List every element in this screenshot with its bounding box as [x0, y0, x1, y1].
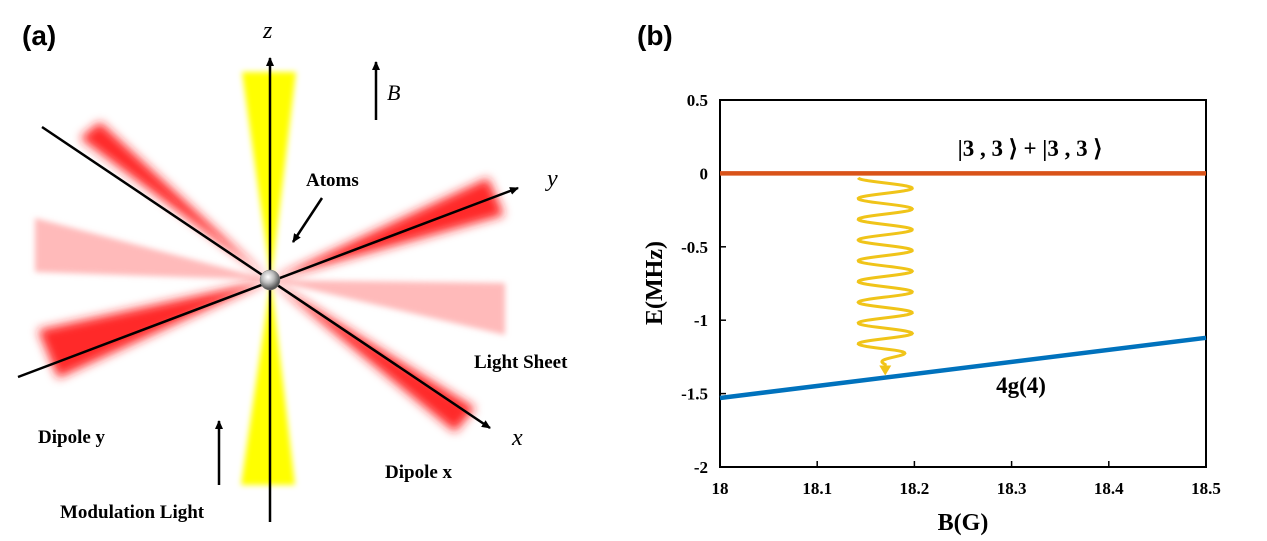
x-tick-label: 18.5: [1191, 479, 1221, 498]
upper-state-label: |3 , 3 ⟩ + |3 , 3 ⟩: [958, 136, 1103, 161]
light-sheet-beam: [35, 218, 505, 335]
modulation-label: Modulation Light: [60, 502, 205, 523]
panel-a: (a) z y x B Atom: [17, 18, 568, 523]
x-ticks: 18 18.1 18.2 18.3 18.4 18.5: [712, 461, 1221, 498]
y-tick-label: -1.5: [681, 385, 708, 404]
dipole-x-beam: [80, 122, 475, 432]
y-tick-label: -2: [694, 458, 708, 477]
energy-chart: 0.5 0 -0.5 -1 -1.5 -2 18 18.1 18.2 18.3 18.4 18.5: [681, 91, 1221, 498]
y-axis-title: E(MHz): [642, 241, 668, 325]
panel-b: (b) 0.50-0.5-1-1.5-2 18 18.1 18.2 18.3 18.4 1…: [637, 20, 1221, 536]
series-lines: [719, 171, 1207, 401]
y-axis-label: y: [545, 166, 558, 192]
y-tick-label: 0.5: [687, 91, 708, 110]
y-ticks: 0.5 0 -0.5 -1 -1.5 -2: [681, 91, 726, 477]
z-axis-label: z: [262, 18, 273, 44]
atoms-pointer-arrow: [291, 197, 324, 243]
y-tick-label: 0: [700, 164, 709, 183]
atom-cloud: [259, 269, 281, 291]
b-field-label: B: [387, 80, 400, 105]
x-axis-title: B(G): [938, 510, 989, 536]
y-tick-label: -0.5: [681, 238, 708, 257]
lower-state-label: 4g(4): [996, 373, 1046, 398]
plot-frame: [719, 99, 1207, 468]
panel-b-label: (b): [637, 20, 673, 51]
panel-a-label: (a): [22, 20, 56, 51]
x-axis-label: x: [511, 425, 523, 451]
y-tick-label: -1: [694, 311, 708, 330]
transition-wavy-arrow: [856, 176, 915, 369]
x-tick-label: 18.3: [997, 479, 1027, 498]
light-sheet-label: Light Sheet: [474, 352, 568, 373]
x-tick-label: 18: [712, 479, 729, 498]
x-tick-label: 18.2: [900, 479, 930, 498]
series-line-1: [719, 335, 1207, 401]
atoms-label: Atoms: [306, 170, 359, 191]
dipole-y-label: Dipole y: [38, 427, 106, 448]
dipole-x-label: Dipole x: [385, 462, 453, 483]
transition-arrowhead: [879, 365, 892, 376]
x-tick-label: 18.1: [802, 479, 832, 498]
x-tick-label: 18.4: [1094, 479, 1124, 498]
